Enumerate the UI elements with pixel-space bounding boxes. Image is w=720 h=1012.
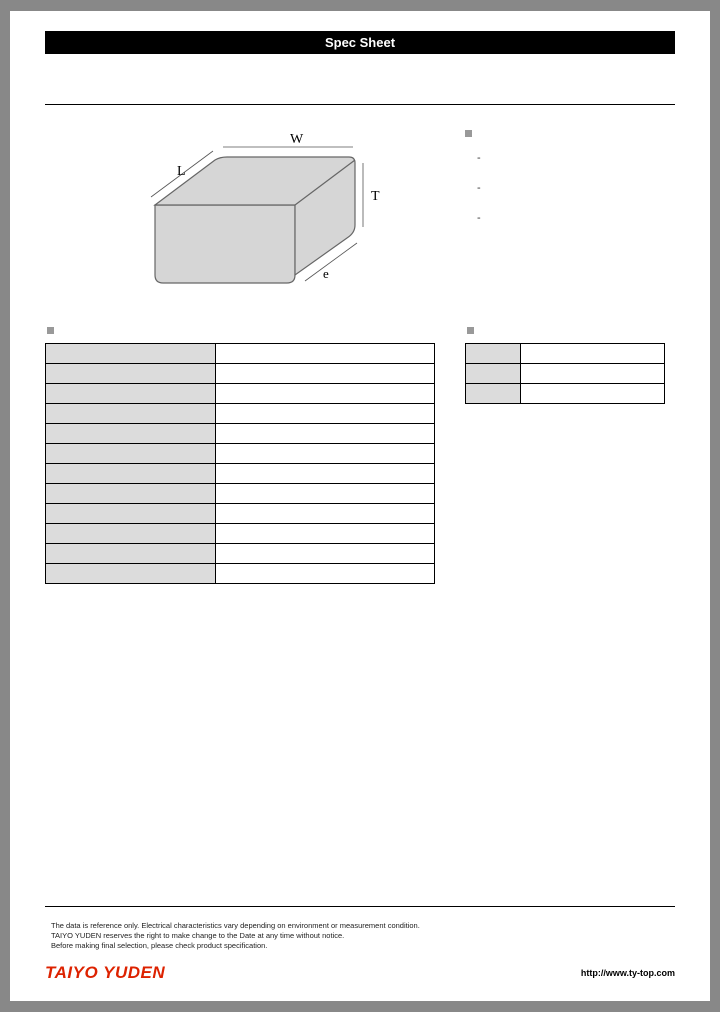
packaging-table [465,343,665,404]
data-item: - [477,152,481,164]
divider [45,906,675,907]
dim-T: T [371,189,380,204]
spec-table [45,343,435,584]
section-bullet-icon [467,327,474,334]
disclaimer: The data is reference only. Electrical c… [51,921,675,951]
standard-table-block [45,325,435,584]
divider [45,104,675,105]
brand-logo: TAIYO YUDEN [45,963,165,983]
packaging-table-block [465,325,665,404]
dim-e: e [323,266,329,281]
component-diagram: L W T e [105,125,405,295]
dim-L: L [177,164,186,179]
company-url: http://www.ty-top.com [581,968,675,978]
title-bar: Spec Sheet [45,31,675,54]
section-bullet-icon [465,130,472,137]
dim-W: W [290,132,304,147]
data-item: - [477,182,481,194]
section-bullet-icon [47,327,54,334]
data-section: - - - [465,130,481,295]
data-item: - [477,212,481,224]
